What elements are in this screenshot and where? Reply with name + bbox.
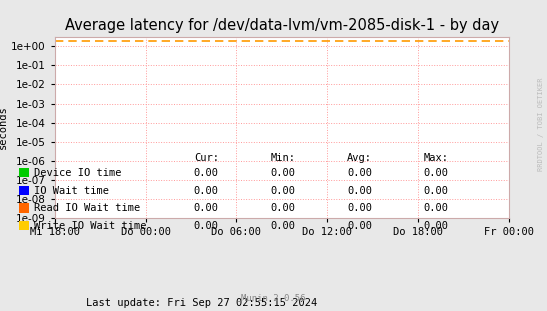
Text: 0.00: 0.00 <box>194 221 219 231</box>
Text: Device IO time: Device IO time <box>34 168 121 178</box>
Text: Cur:: Cur: <box>194 153 219 164</box>
Text: Munin 2.0.56: Munin 2.0.56 <box>241 294 306 303</box>
Text: 0.00: 0.00 <box>347 203 372 213</box>
Text: Last update: Fri Sep 27 02:55:15 2024: Last update: Fri Sep 27 02:55:15 2024 <box>86 298 317 308</box>
Title: Average latency for /dev/data-lvm/vm-2085-disk-1 - by day: Average latency for /dev/data-lvm/vm-208… <box>65 18 499 33</box>
Text: 0.00: 0.00 <box>423 203 449 213</box>
Text: 0.00: 0.00 <box>423 186 449 196</box>
Text: 0.00: 0.00 <box>423 221 449 231</box>
Text: Avg:: Avg: <box>347 153 372 164</box>
Text: 0.00: 0.00 <box>194 168 219 178</box>
Text: 0.00: 0.00 <box>347 186 372 196</box>
Text: 0.00: 0.00 <box>270 186 295 196</box>
Text: 0.00: 0.00 <box>423 168 449 178</box>
Text: 0.00: 0.00 <box>270 203 295 213</box>
Text: RRDTOOL / TOBI OETIKER: RRDTOOL / TOBI OETIKER <box>538 78 544 171</box>
Text: Read IO Wait time: Read IO Wait time <box>34 203 140 213</box>
Text: 0.00: 0.00 <box>194 203 219 213</box>
Text: 0.00: 0.00 <box>270 221 295 231</box>
Text: 0.00: 0.00 <box>347 221 372 231</box>
Text: Min:: Min: <box>270 153 295 164</box>
Text: Write IO Wait time: Write IO Wait time <box>34 221 147 231</box>
Text: 0.00: 0.00 <box>270 168 295 178</box>
Text: IO Wait time: IO Wait time <box>34 186 109 196</box>
Text: 0.00: 0.00 <box>347 168 372 178</box>
Y-axis label: seconds: seconds <box>0 106 8 149</box>
Text: Max:: Max: <box>423 153 449 164</box>
Text: 0.00: 0.00 <box>194 186 219 196</box>
